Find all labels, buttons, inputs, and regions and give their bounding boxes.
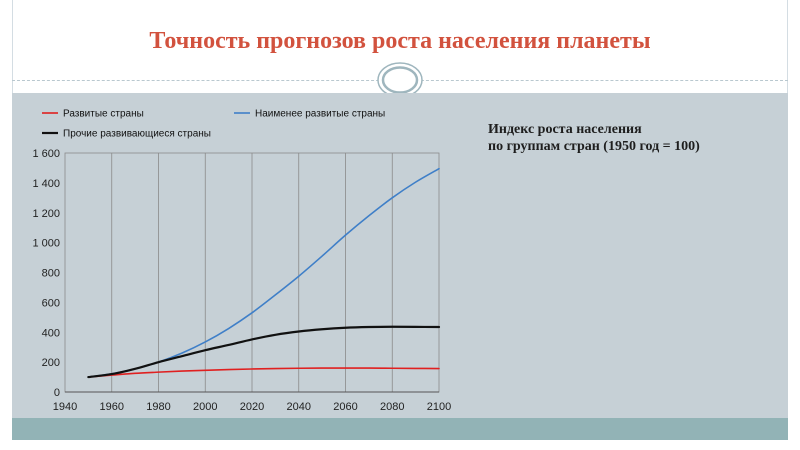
series-line-least-developed	[87, 167, 440, 378]
series-line-developed	[87, 367, 440, 378]
x-tick-label: 2020	[240, 401, 264, 413]
y-tick-label: 600	[42, 297, 60, 309]
chart-description-line-1: Индекс роста населения	[488, 122, 642, 137]
content-band	[12, 93, 788, 418]
bottom-band	[12, 418, 788, 440]
legend-label: Развитые страны	[63, 109, 144, 120]
chart-description: Индекс роста населения по группам стран …	[488, 121, 700, 155]
x-tick-label: 1980	[146, 401, 170, 413]
y-tick-label: 1 000	[32, 238, 60, 250]
legend-entry: Наименее развитые страны	[234, 109, 385, 120]
x-tick-label: 2060	[333, 401, 357, 413]
population-chart: 1940 1960 1980 2000 2020 2040 2060 2080 2100 0 200…	[32, 109, 451, 414]
y-tick-label: 1 200	[32, 208, 60, 220]
ornament-icon	[377, 62, 423, 98]
y-tick-label: 400	[42, 327, 60, 339]
legend-entry: Прочие развивающиеся страны	[42, 129, 211, 140]
chart-description-line-2: по группам стран (1950 год = 100)	[488, 139, 700, 154]
x-tick-label: 2080	[380, 401, 404, 413]
chart-series	[87, 167, 441, 379]
x-tick-label: 1940	[53, 401, 77, 413]
y-tick-label: 200	[42, 357, 60, 369]
x-tick-label: 2000	[193, 401, 217, 413]
chart-grid	[64, 152, 440, 393]
x-tick-label: 2040	[287, 401, 311, 413]
y-tick-label: 1 400	[32, 178, 60, 190]
x-tick-label: 1960	[100, 401, 124, 413]
series-line-other-developing	[87, 325, 441, 379]
legend-label: Прочие развивающиеся страны	[63, 129, 211, 140]
x-tick-label: 2100	[427, 401, 451, 413]
chart-legend: Развитые страны Наименее развитые страны П…	[42, 109, 385, 140]
y-tick-label: 0	[54, 387, 60, 399]
legend-label: Наименее развитые страны	[255, 109, 385, 120]
legend-entry: Развитые страны	[42, 109, 144, 120]
slide-title: Точность прогнозов роста населения плане…	[149, 28, 651, 54]
y-tick-label: 1 600	[32, 148, 60, 160]
chart-axes: 1940 1960 1980 2000 2020 2040 2060 2080 2100 0 200…	[32, 148, 451, 413]
y-tick-label: 800	[42, 268, 60, 280]
